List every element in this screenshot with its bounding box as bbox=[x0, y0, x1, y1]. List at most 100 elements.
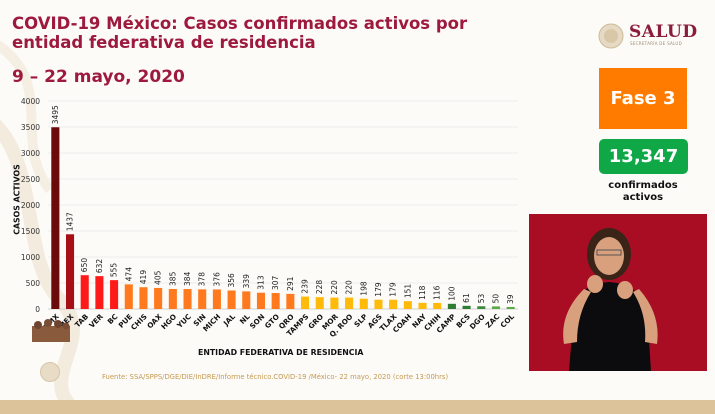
x-tick-label: GTO bbox=[263, 312, 281, 330]
value-label: 650 bbox=[80, 258, 89, 273]
x-tick-label: SLP bbox=[352, 312, 369, 329]
value-label: 339 bbox=[242, 274, 251, 289]
y-axis-ticks: 0 500 1000 1500 2000 2500 3000 3500 4000 bbox=[21, 97, 40, 314]
page-title: COVID-19 México: Casos confirmados activ… bbox=[12, 14, 468, 52]
value-label: 307 bbox=[271, 275, 280, 290]
bar-pue bbox=[124, 284, 133, 309]
value-label: 100 bbox=[447, 286, 456, 301]
date-range: 9 – 22 mayo, 2020 bbox=[12, 67, 185, 87]
gridlines bbox=[48, 100, 518, 310]
bar-oax bbox=[154, 287, 163, 309]
bar-yuc bbox=[183, 289, 192, 309]
total-active-badge: 13,347 bbox=[599, 139, 688, 174]
bar-mor bbox=[330, 297, 339, 309]
total-active-label: confirmados activos bbox=[608, 180, 678, 203]
bar-ags bbox=[374, 299, 383, 309]
bar-sin bbox=[198, 289, 207, 309]
value-label: 198 bbox=[359, 281, 368, 296]
bar-bc bbox=[110, 280, 119, 309]
bar-cdmx bbox=[51, 127, 60, 309]
y-tick-label: 500 bbox=[26, 279, 41, 288]
bar-tab bbox=[80, 275, 89, 309]
phase-badge: Fase 3 bbox=[599, 68, 687, 129]
coat-of-arms-icon bbox=[598, 23, 624, 49]
value-label: 356 bbox=[227, 273, 236, 288]
x-tick-label: DGO bbox=[468, 312, 487, 331]
x-tick-label: HGO bbox=[159, 312, 178, 331]
y-tick-label: 3000 bbox=[21, 149, 40, 158]
bar-slp bbox=[359, 298, 368, 309]
bar-qro bbox=[286, 293, 295, 309]
value-label: 179 bbox=[374, 282, 383, 297]
y-tick-label: 0 bbox=[35, 305, 40, 314]
y-tick-label: 2000 bbox=[21, 201, 40, 210]
bar-nl bbox=[242, 291, 251, 309]
y-tick-label: 4000 bbox=[21, 97, 40, 106]
x-tick-label: YUC bbox=[174, 312, 193, 331]
bar-bcs bbox=[462, 305, 471, 309]
bar-hgo bbox=[168, 288, 177, 309]
value-label: 632 bbox=[95, 259, 104, 274]
bar-son bbox=[256, 292, 266, 309]
value-label: 1437 bbox=[66, 212, 75, 231]
value-label: 220 bbox=[330, 280, 339, 295]
y-axis-title: CASOS ACTIVOS bbox=[12, 164, 22, 235]
value-label: 555 bbox=[110, 263, 119, 278]
source-note: Fuente: SSA/SPPS/DGE/DIE/InDRE/Informe t… bbox=[102, 373, 449, 381]
value-label: 384 bbox=[183, 271, 192, 286]
y-tick-label: 2500 bbox=[21, 175, 40, 184]
salud-logo: SALUD bbox=[629, 22, 698, 42]
footer-bar bbox=[0, 400, 715, 414]
bar-tlax bbox=[389, 299, 398, 309]
bar-mex bbox=[65, 234, 75, 309]
y-tick-label: 1000 bbox=[21, 253, 40, 262]
value-labels: 3495 1437 650 632 555 474 419 405 385 384 378 376 35… bbox=[51, 105, 515, 304]
bar-qroo bbox=[345, 297, 354, 309]
x-tick-label: VER bbox=[87, 312, 105, 330]
bar-mich bbox=[212, 289, 221, 309]
value-label: 376 bbox=[212, 272, 221, 287]
bar-camp bbox=[447, 303, 456, 309]
bar-gto bbox=[271, 293, 280, 309]
value-label: 151 bbox=[403, 284, 412, 299]
value-label: 50 bbox=[491, 294, 500, 304]
x-axis-title: ENTIDAD FEDERATIVA DE RESIDENCIA bbox=[198, 348, 364, 357]
value-label: 116 bbox=[433, 285, 442, 300]
x-tick-label: SON bbox=[248, 312, 267, 331]
x-tick-label: COL bbox=[498, 312, 516, 330]
value-label: 405 bbox=[154, 270, 163, 285]
value-label: 61 bbox=[462, 293, 471, 303]
x-axis-labels: CDMXMEXTABVERBCPUECHISOAXHGOYUCSINMICHJA… bbox=[37, 311, 516, 339]
x-tick-label: JAL bbox=[221, 312, 237, 328]
value-label: 228 bbox=[315, 280, 324, 295]
background-ornament bbox=[0, 40, 85, 414]
bar-nay bbox=[418, 302, 427, 309]
value-label: 118 bbox=[418, 285, 427, 300]
interpreter-figure bbox=[563, 228, 658, 371]
value-label: 3495 bbox=[51, 105, 60, 124]
value-label: 291 bbox=[286, 276, 295, 291]
salud-tagline: SECRETARÍA DE SALUD bbox=[630, 41, 682, 46]
bars bbox=[51, 127, 515, 309]
value-label: 53 bbox=[477, 293, 486, 303]
bar-tamps bbox=[300, 296, 310, 309]
value-label: 474 bbox=[124, 267, 133, 282]
sign-language-interpreter-video bbox=[529, 214, 707, 371]
bar-chih bbox=[433, 302, 442, 309]
bar-gro bbox=[315, 297, 324, 309]
seal-icon bbox=[40, 362, 60, 382]
bar-ver bbox=[95, 276, 104, 309]
value-label: 179 bbox=[389, 282, 398, 297]
bar-coah bbox=[403, 301, 412, 309]
bar-chis bbox=[139, 287, 148, 309]
value-label: 419 bbox=[139, 270, 148, 285]
value-label: 220 bbox=[345, 280, 354, 295]
x-tick-label: ZAC bbox=[484, 312, 502, 330]
x-tick-label: TAB bbox=[73, 312, 90, 329]
bar-jal bbox=[227, 290, 236, 309]
bar-col bbox=[506, 306, 515, 309]
bar-chart: 0 500 1000 1500 2000 2500 3000 3500 4000 3495 143… bbox=[21, 97, 518, 339]
y-tick-label: 1500 bbox=[21, 227, 40, 236]
value-label: 39 bbox=[506, 294, 515, 304]
bar-zac bbox=[491, 306, 501, 309]
